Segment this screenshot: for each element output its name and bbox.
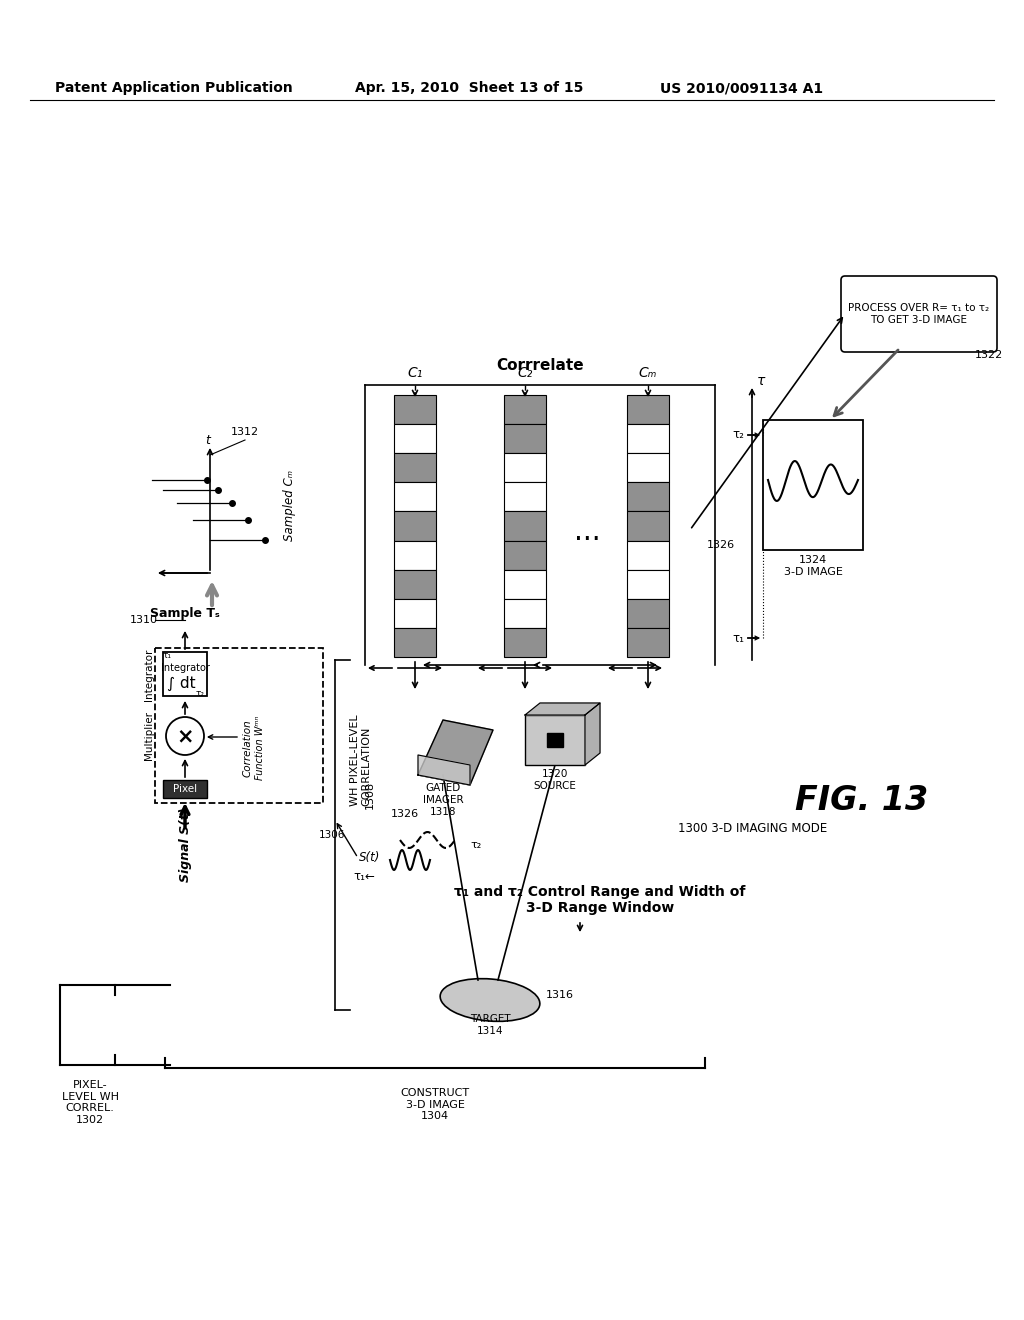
FancyBboxPatch shape xyxy=(394,628,436,657)
FancyBboxPatch shape xyxy=(763,420,863,550)
Text: ×: × xyxy=(176,726,194,746)
Text: Integrator: Integrator xyxy=(161,663,210,673)
FancyBboxPatch shape xyxy=(841,276,997,352)
Text: τ₂: τ₂ xyxy=(196,689,205,697)
FancyBboxPatch shape xyxy=(394,541,436,570)
FancyBboxPatch shape xyxy=(504,599,546,628)
FancyBboxPatch shape xyxy=(504,424,546,453)
Text: τ₁←: τ₁← xyxy=(353,870,375,883)
Text: ...: ... xyxy=(573,517,600,546)
FancyBboxPatch shape xyxy=(627,482,669,511)
FancyBboxPatch shape xyxy=(627,570,669,599)
Ellipse shape xyxy=(440,978,540,1022)
Circle shape xyxy=(166,717,204,755)
Text: TARGET
1314: TARGET 1314 xyxy=(470,1014,510,1036)
FancyBboxPatch shape xyxy=(163,780,207,799)
Text: τ₁ and τ₂ Control Range and Width of
3-D Range Window: τ₁ and τ₂ Control Range and Width of 3-D… xyxy=(455,884,745,915)
Text: C₂: C₂ xyxy=(517,366,532,380)
Text: CONSTRUCT
3-D IMAGE
1304: CONSTRUCT 3-D IMAGE 1304 xyxy=(400,1088,470,1121)
Polygon shape xyxy=(525,704,600,715)
Text: Corrrelate: Corrrelate xyxy=(497,358,584,372)
Polygon shape xyxy=(585,704,600,766)
FancyBboxPatch shape xyxy=(504,541,546,570)
Text: 1316: 1316 xyxy=(546,990,574,1001)
Text: S(t): S(t) xyxy=(358,851,380,865)
FancyBboxPatch shape xyxy=(627,424,669,453)
FancyBboxPatch shape xyxy=(627,541,669,570)
FancyBboxPatch shape xyxy=(627,511,669,541)
Polygon shape xyxy=(418,719,493,785)
Polygon shape xyxy=(418,755,470,785)
FancyBboxPatch shape xyxy=(504,511,546,541)
Text: t: t xyxy=(206,433,211,446)
Text: Sample Tₛ: Sample Tₛ xyxy=(151,606,220,619)
Text: C₁: C₁ xyxy=(408,366,423,380)
Text: 1322: 1322 xyxy=(975,350,1004,360)
FancyBboxPatch shape xyxy=(627,453,669,482)
Text: Apr. 15, 2010  Sheet 13 of 15: Apr. 15, 2010 Sheet 13 of 15 xyxy=(355,81,584,95)
Text: Pixel: Pixel xyxy=(173,784,197,795)
Text: 1306: 1306 xyxy=(318,830,345,840)
Text: 1308: 1308 xyxy=(365,781,375,809)
FancyBboxPatch shape xyxy=(627,599,669,628)
Text: τ₁: τ₁ xyxy=(163,651,171,660)
FancyBboxPatch shape xyxy=(394,424,436,453)
FancyBboxPatch shape xyxy=(547,733,563,747)
Text: FIG. 13: FIG. 13 xyxy=(795,784,928,817)
FancyBboxPatch shape xyxy=(163,652,207,696)
FancyBboxPatch shape xyxy=(504,453,546,482)
FancyBboxPatch shape xyxy=(504,482,546,511)
FancyBboxPatch shape xyxy=(504,628,546,657)
Text: τ: τ xyxy=(757,374,765,388)
Text: 1320
SOURCE: 1320 SOURCE xyxy=(534,770,577,791)
FancyBboxPatch shape xyxy=(155,648,323,803)
FancyBboxPatch shape xyxy=(394,453,436,482)
Text: US 2010/0091134 A1: US 2010/0091134 A1 xyxy=(660,81,823,95)
Text: PIXEL-
LEVEL WH
CORREL.
1302: PIXEL- LEVEL WH CORREL. 1302 xyxy=(61,1080,119,1125)
Text: 1312: 1312 xyxy=(231,426,259,437)
Text: Multiplier: Multiplier xyxy=(144,711,154,760)
Text: WH PIXEL-LEVEL
CORRELATION: WH PIXEL-LEVEL CORRELATION xyxy=(350,714,372,805)
Text: 3-D IMAGE: 3-D IMAGE xyxy=(783,568,843,577)
FancyBboxPatch shape xyxy=(525,715,585,766)
Text: 1326: 1326 xyxy=(391,809,419,818)
Text: Sampled Cₘ: Sampled Cₘ xyxy=(284,470,297,541)
FancyBboxPatch shape xyxy=(627,628,669,657)
Text: Cₘ: Cₘ xyxy=(639,366,657,380)
Text: PROCESS OVER R= τ₁ to τ₂
TO GET 3-D IMAGE: PROCESS OVER R= τ₁ to τ₂ TO GET 3-D IMAG… xyxy=(849,304,989,325)
FancyBboxPatch shape xyxy=(394,511,436,541)
FancyBboxPatch shape xyxy=(394,570,436,599)
FancyBboxPatch shape xyxy=(504,570,546,599)
Text: Signal S(t): Signal S(t) xyxy=(178,808,191,882)
Text: ∫ dt: ∫ dt xyxy=(167,676,196,690)
Text: τ₁: τ₁ xyxy=(732,631,744,644)
Text: Integrator: Integrator xyxy=(144,649,154,701)
FancyBboxPatch shape xyxy=(394,599,436,628)
Text: τ₂: τ₂ xyxy=(470,840,481,850)
Text: 1326: 1326 xyxy=(707,540,735,550)
FancyBboxPatch shape xyxy=(627,395,669,424)
FancyBboxPatch shape xyxy=(394,482,436,511)
FancyBboxPatch shape xyxy=(394,395,436,424)
FancyBboxPatch shape xyxy=(504,395,546,424)
Text: 1324: 1324 xyxy=(799,554,827,565)
Text: GATED
IMAGER
1318: GATED IMAGER 1318 xyxy=(423,783,463,817)
Text: 1300 3-D IMAGING MODE: 1300 3-D IMAGING MODE xyxy=(678,821,827,834)
Text: Correlation: Correlation xyxy=(243,719,253,777)
Text: 1310: 1310 xyxy=(130,615,158,624)
Text: τ₂: τ₂ xyxy=(732,429,744,441)
Text: Patent Application Publication: Patent Application Publication xyxy=(55,81,293,95)
Text: Function Wᵐⁿ: Function Wᵐⁿ xyxy=(255,715,265,780)
